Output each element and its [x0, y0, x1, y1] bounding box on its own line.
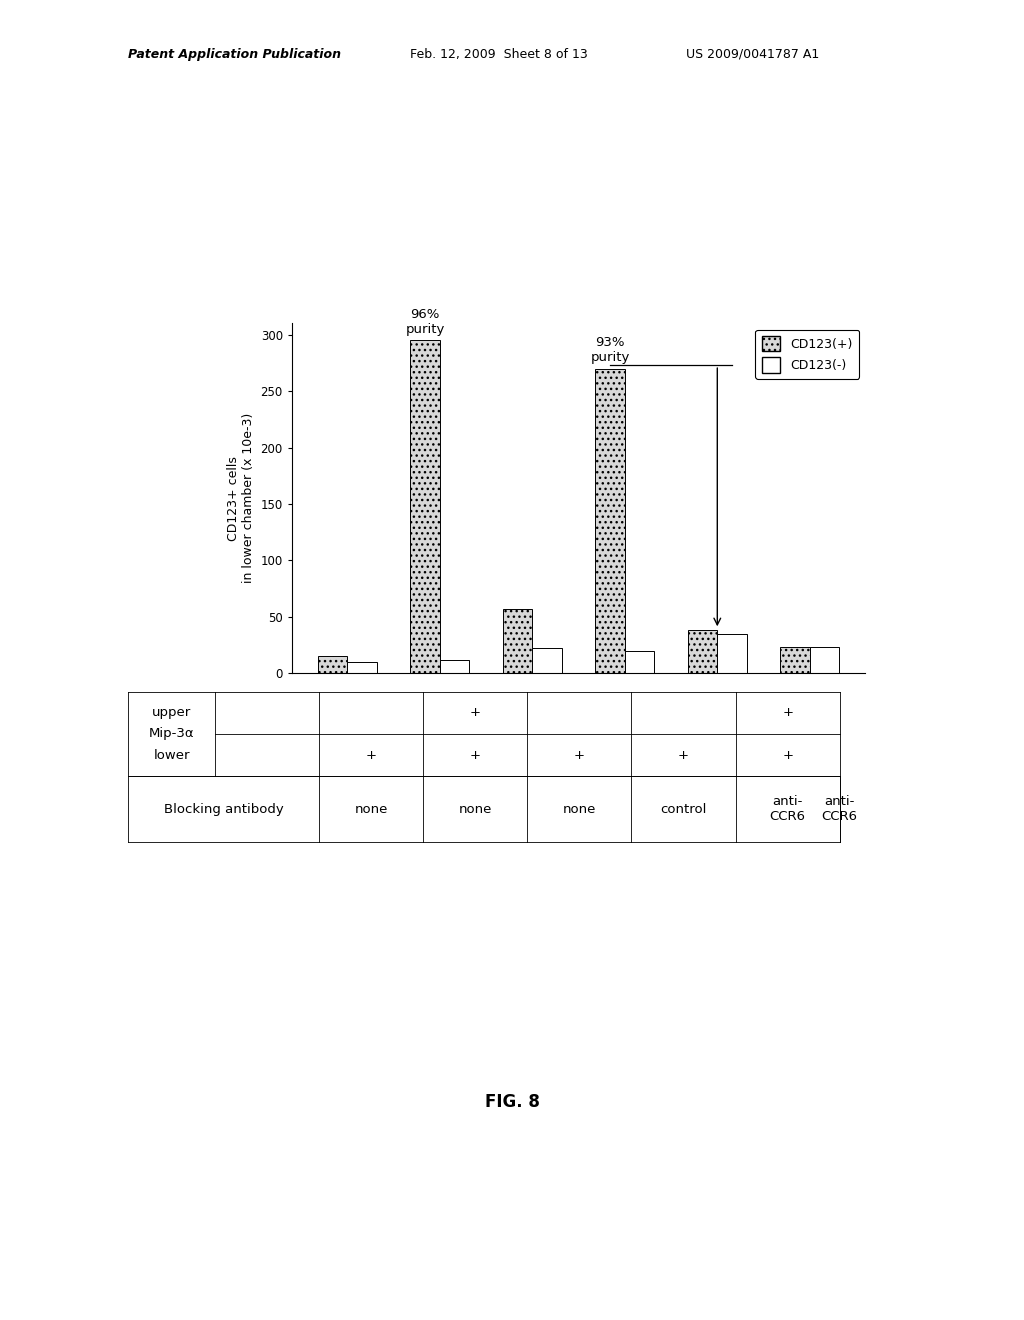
Bar [780, 647, 810, 673]
Bar [317, 656, 347, 673]
Bar [440, 660, 469, 673]
Text: anti-
CCR6: anti- CCR6 [770, 795, 806, 824]
Text: none: none [354, 803, 388, 816]
Legend: CD123(+), CD123(-): CD123(+), CD123(-) [756, 330, 859, 379]
Text: Feb. 12, 2009  Sheet 8 of 13: Feb. 12, 2009 Sheet 8 of 13 [410, 48, 588, 61]
Text: FIG. 8: FIG. 8 [484, 1093, 540, 1111]
Text: +: + [678, 748, 689, 762]
Bar [717, 634, 746, 673]
Bar [532, 648, 562, 673]
Text: 96%
purity: 96% purity [406, 308, 444, 335]
Text: +: + [470, 706, 481, 719]
Text: none: none [459, 803, 492, 816]
Bar [347, 661, 377, 673]
Text: Blocking antibody: Blocking antibody [164, 803, 284, 816]
Text: Mip-3α: Mip-3α [148, 727, 195, 741]
Text: upper: upper [152, 706, 191, 719]
Text: lower: lower [154, 748, 189, 762]
Text: control: control [660, 803, 707, 816]
Bar [595, 368, 625, 673]
Bar [625, 651, 654, 673]
Text: anti-
CCR6: anti- CCR6 [821, 795, 858, 824]
Bar [688, 631, 717, 673]
Bar [810, 647, 840, 673]
Text: none: none [563, 803, 596, 816]
Text: +: + [782, 748, 794, 762]
Text: +: + [470, 748, 481, 762]
Y-axis label: CD123+ cells
in lower chamber (x 10e-3): CD123+ cells in lower chamber (x 10e-3) [227, 413, 255, 583]
Text: +: + [366, 748, 377, 762]
Text: 93%
purity: 93% purity [590, 337, 630, 364]
Bar [503, 609, 532, 673]
Text: +: + [782, 706, 794, 719]
Text: +: + [573, 748, 585, 762]
Text: Patent Application Publication: Patent Application Publication [128, 48, 341, 61]
Text: US 2009/0041787 A1: US 2009/0041787 A1 [686, 48, 819, 61]
Bar [411, 341, 440, 673]
